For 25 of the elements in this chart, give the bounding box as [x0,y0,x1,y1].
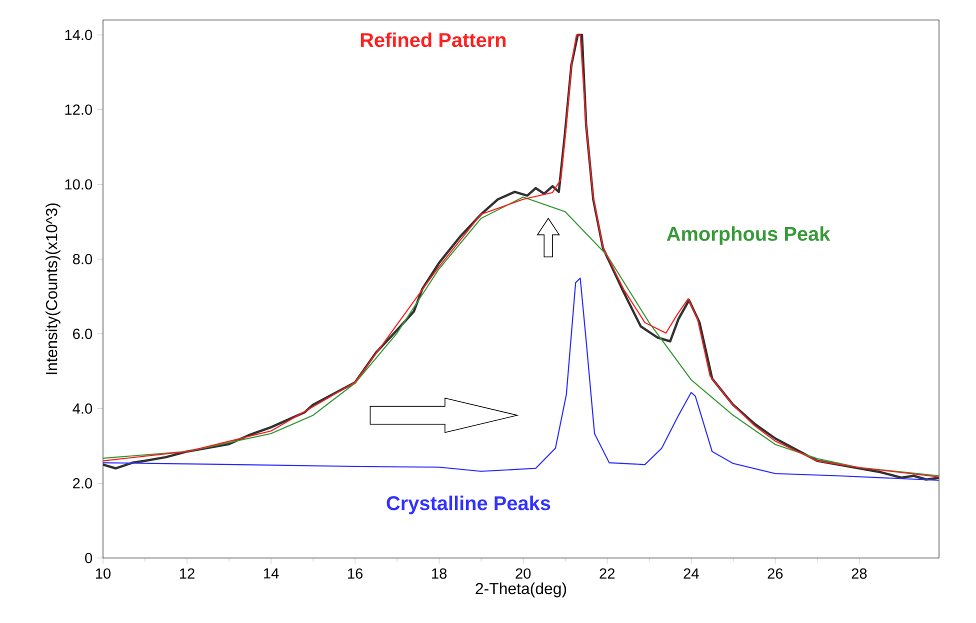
y-tick-label: 10.0 [65,179,92,190]
x-tick-label: 28 [852,568,867,579]
y-tick-label: 6.0 [73,328,92,340]
x-tick-label: 14 [264,568,279,578]
x-tick-label: 20 [516,568,531,579]
x-tick-label: 12 [180,568,194,579]
x-tick-label: 22 [600,568,615,579]
x-tick-label: 26 [768,568,783,579]
y-tick-label: 4.0 [72,403,92,414]
y-tick-label: 2.0 [73,478,92,488]
x-tick-label: 16 [348,568,363,579]
y-tick-label: 12.0 [65,104,92,115]
series-label: Crystalline Peaks [386,496,550,514]
line-series [103,196,940,476]
x-tick-label: 24 [684,568,699,579]
y-axis-title: Intensity(Counts)(x10^3) [46,203,60,374]
x-tick-label: 10 [96,568,111,579]
y-tick-label: 14.0 [65,30,92,40]
text: Amorphous Peak [666,226,830,245]
line-series [103,278,940,481]
x-tick-label: 18 [432,568,447,579]
x-axis-title: 2-Theta(deg) [476,582,566,598]
y-tick-label: 0 [85,552,92,564]
y-tick-label: 8.0 [72,254,92,264]
text: Refined Pattern [360,32,506,48]
